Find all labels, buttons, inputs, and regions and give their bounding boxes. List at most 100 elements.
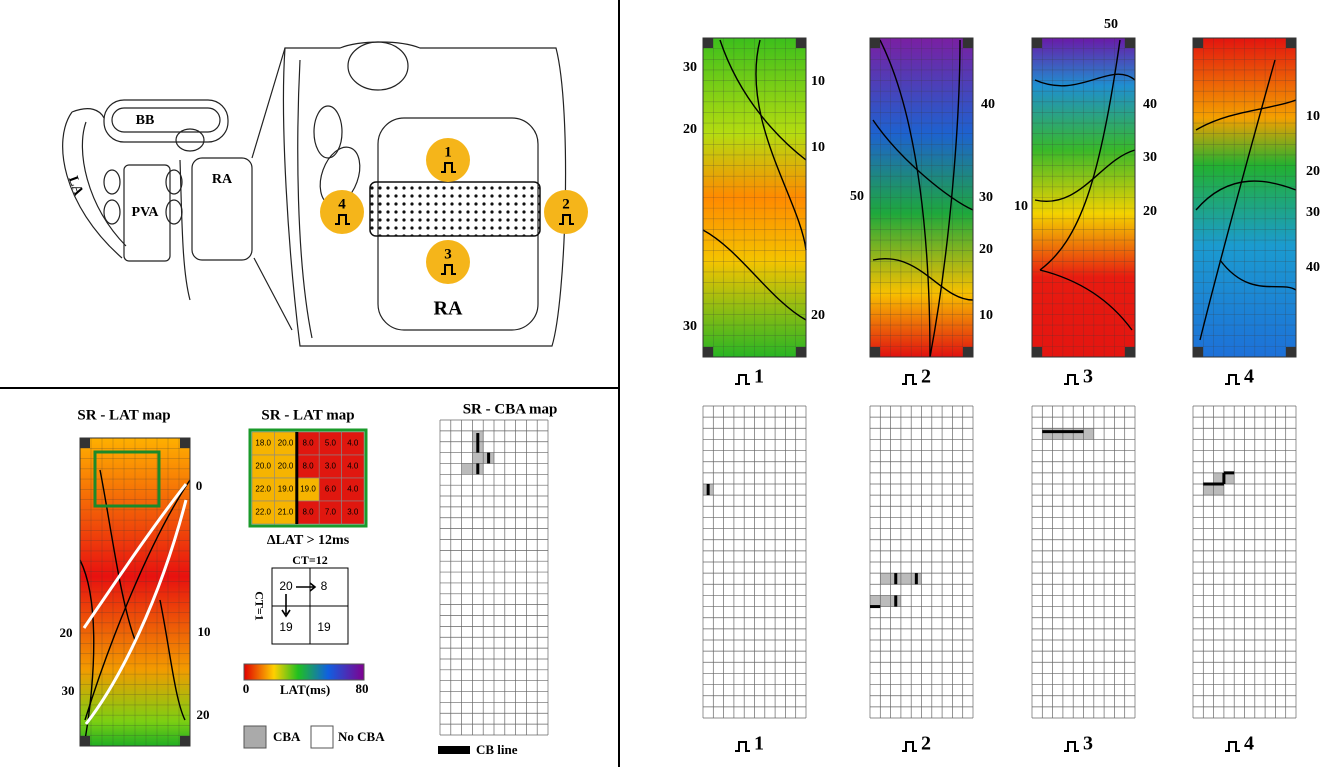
cba-cell: [1224, 473, 1234, 484]
contour-label: 20: [811, 308, 825, 323]
cba-cell: [1053, 428, 1063, 439]
map-caption: 1: [754, 366, 764, 388]
panel-title: SR - LAT map: [77, 407, 170, 423]
pulse-icon: [735, 742, 750, 751]
contour-label: 50: [850, 189, 864, 204]
contour-label: 20: [197, 707, 210, 722]
corner-cell: [1193, 347, 1203, 357]
contour-label: 20: [979, 242, 993, 257]
anatomy-label: BB: [136, 113, 155, 128]
contour-label: 10: [1306, 109, 1320, 124]
colorbar: [244, 664, 364, 680]
contour-label: 20: [60, 625, 73, 640]
legend-text: CB line: [476, 742, 518, 757]
ct-value: 19: [279, 620, 293, 634]
corner-cell: [1193, 38, 1203, 48]
corner-cell: [180, 736, 190, 746]
anatomy-label: PVA: [132, 205, 160, 220]
zoom-cell-text: 4.0: [347, 439, 359, 448]
pacing-site-number: 2: [562, 196, 570, 212]
cba-cell: [1203, 484, 1213, 495]
contour-label: 30: [683, 319, 697, 334]
cba-cell: [1214, 484, 1224, 495]
map-caption: 3: [1083, 733, 1093, 755]
map-caption: 4: [1244, 366, 1254, 388]
zoom-cell-text: 5.0: [325, 439, 337, 448]
ct-value: 19: [317, 620, 331, 634]
cba-cell: [1063, 428, 1073, 439]
pulse-icon: [1064, 742, 1079, 751]
corner-cell: [703, 347, 713, 357]
contour-label: 50: [1104, 17, 1118, 32]
legend-swatch: [311, 726, 333, 748]
caption: ΔLAT > 12ms: [267, 533, 350, 548]
colorbar-min: 0: [243, 681, 250, 696]
cba-cell: [1214, 473, 1224, 484]
map-caption: 1: [754, 733, 764, 755]
contour-label: 20: [1143, 204, 1157, 219]
pacing-site-number: 3: [444, 246, 452, 262]
contour-label: 10: [979, 308, 993, 323]
corner-cell: [1125, 347, 1135, 357]
pacing-site-number: 1: [444, 144, 452, 160]
figure: BBLAPVARARA1234SR - LAT map020103020SR -…: [0, 0, 1334, 767]
ct-label: CT=1: [252, 591, 266, 621]
ct-value: 8: [321, 579, 328, 593]
zoom-cell-text: 21.0: [278, 508, 294, 517]
anatomy-sketch: [63, 42, 566, 346]
panel-title: SR - CBA map: [463, 401, 558, 417]
pulse-icon: [735, 375, 750, 384]
pacing-site-number: 4: [338, 196, 346, 212]
corner-cell: [1125, 38, 1135, 48]
pulse-icon: [1225, 742, 1240, 751]
zoom-cell-text: 8.0: [302, 462, 314, 471]
cba-cell: [880, 573, 890, 584]
legend-swatch: [438, 746, 470, 754]
corner-cell: [1286, 347, 1296, 357]
map-caption: 2: [921, 366, 931, 388]
pulse-icon: [902, 742, 917, 751]
cba-cell: [880, 595, 890, 606]
corner-cell: [870, 347, 880, 357]
anatomy-label: RA: [434, 298, 463, 320]
zoom-cell-text: 4.0: [347, 462, 359, 471]
zoom-cell-text: 19.0: [300, 485, 316, 494]
corner-cell: [1032, 347, 1042, 357]
corner-cell: [870, 38, 880, 48]
corner-cell: [796, 38, 806, 48]
corner-cell: [80, 438, 90, 448]
legend-swatch: [244, 726, 266, 748]
panel-title: SR - LAT map: [261, 407, 354, 423]
cba-cell: [870, 595, 880, 606]
contour-label: 0: [196, 478, 203, 493]
zoom-cell-text: 20.0: [278, 462, 294, 471]
map-caption: 2: [921, 733, 931, 755]
legend-text: No CBA: [338, 729, 385, 744]
ct-label: CT=12: [292, 553, 328, 567]
cba-cell: [472, 453, 483, 464]
corner-cell: [1286, 38, 1296, 48]
pulse-icon: [1064, 375, 1079, 384]
contour-label: 40: [981, 97, 995, 112]
zoom-cell-text: 8.0: [302, 439, 314, 448]
zoom-cell-text: 22.0: [255, 508, 271, 517]
colorbar-max: 80: [356, 681, 369, 696]
contour-label: 40: [1143, 97, 1157, 112]
contour-label: 20: [683, 122, 697, 137]
zoom-cell-text: 8.0: [302, 508, 314, 517]
corner-cell: [80, 736, 90, 746]
zoom-cell-text: 4.0: [347, 485, 359, 494]
cba-cell: [1084, 428, 1094, 439]
contour-label: 30: [683, 60, 697, 75]
colorbar-label: LAT(ms): [280, 682, 330, 697]
ct-value: 20: [279, 579, 293, 593]
corner-cell: [703, 38, 713, 48]
zoom-cell-text: 20.0: [255, 462, 271, 471]
page: {"anatomy": {"labels": ["BB", "LA", "PVA…: [0, 0, 1334, 767]
ct-arrow: [282, 594, 290, 616]
contour-label: 30: [1306, 205, 1320, 220]
zoom-cell-text: 6.0: [325, 485, 337, 494]
corner-cell: [963, 347, 973, 357]
zoom-cell-text: 3.0: [347, 508, 359, 517]
ct-arrow: [296, 583, 315, 591]
